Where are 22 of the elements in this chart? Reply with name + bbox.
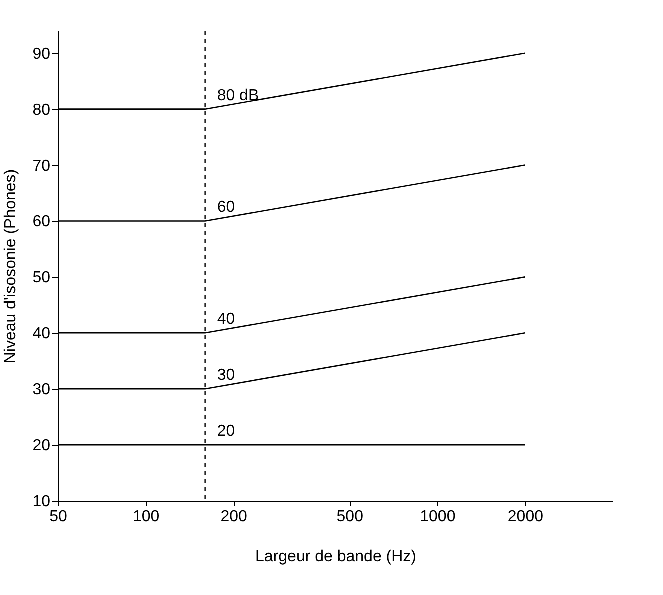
x-axis-title: Largeur de bande (Hz) [256, 548, 416, 566]
series-label: 80 dB [217, 87, 260, 104]
y-tick-label: 90 [32, 46, 51, 63]
y-tick-label: 70 [32, 158, 51, 175]
y-tick-label: 60 [32, 214, 51, 231]
x-tick-label: 500 [336, 508, 364, 526]
x-tick-label: 50 [50, 508, 68, 526]
x-tick-label: 100 [132, 508, 160, 526]
y-tick-label: 80 [32, 102, 51, 119]
y-axis-title: Niveau d'isosonie (Phones) [2, 169, 20, 364]
x-tick-label: 1000 [420, 508, 456, 526]
y-tick-label: 30 [32, 382, 51, 399]
x-tick-label: 200 [220, 508, 248, 526]
y-tick-label: 10 [32, 494, 51, 510]
series-label: 20 [217, 423, 236, 440]
series-label: 40 [217, 311, 236, 328]
y-tick-label: 20 [32, 438, 51, 455]
y-tick-label: 40 [32, 326, 51, 343]
y-tick-label: 50 [32, 270, 51, 287]
x-tick-label: 2000 [508, 508, 544, 526]
series-label: 60 [217, 199, 236, 216]
series-label: 30 [217, 367, 236, 384]
